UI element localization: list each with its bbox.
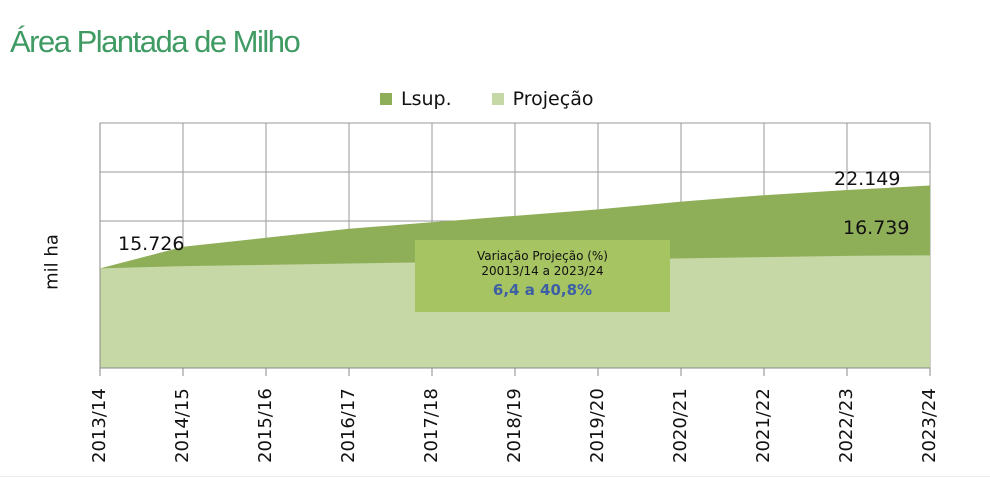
x-tick-label: 2020/21 [670,388,691,463]
x-tick-label: 2017/18 [421,388,442,463]
projection-variation-box: Variação Projeção (%) 20013/14 a 2023/24… [415,240,670,312]
data-label-start: 15.726 [118,233,185,255]
y-axis-label: mil ha [41,234,63,290]
x-tick-label: 2015/16 [255,388,276,463]
legend-label-lsup: Lsup. [401,88,452,110]
x-tick-label: 2016/17 [338,388,359,463]
legend-label-projecao: Projeção [512,88,594,110]
x-tick-label: 2014/15 [172,388,193,463]
x-tick-label: 2022/23 [836,388,857,463]
bottom-divider [0,476,990,477]
legend-swatch-projecao [491,93,504,105]
x-tick-label: 2023/24 [919,388,940,463]
data-label-end-lower: 16.739 [843,217,910,239]
legend-item-lsup: Lsup. [380,88,452,110]
chart-legend: Lsup. Projeção [380,88,593,110]
info-box-period: 20013/14 a 2023/24 [481,264,604,278]
x-tick-label: 2021/22 [753,388,774,463]
x-tick-label: 2019/20 [587,388,608,463]
legend-swatch-lsup [380,93,392,105]
data-label-end-upper: 22.149 [834,168,901,190]
info-box-range: 6,4 a 40,8% [492,281,593,299]
legend-item-projecao: Projeção [491,88,594,110]
x-tick-label: 2013/14 [89,388,110,463]
page-title: Área Plantada de Milho [10,24,301,59]
x-tick-label: 2018/19 [504,388,525,463]
info-box-title: Variação Projeção (%) [477,249,608,263]
